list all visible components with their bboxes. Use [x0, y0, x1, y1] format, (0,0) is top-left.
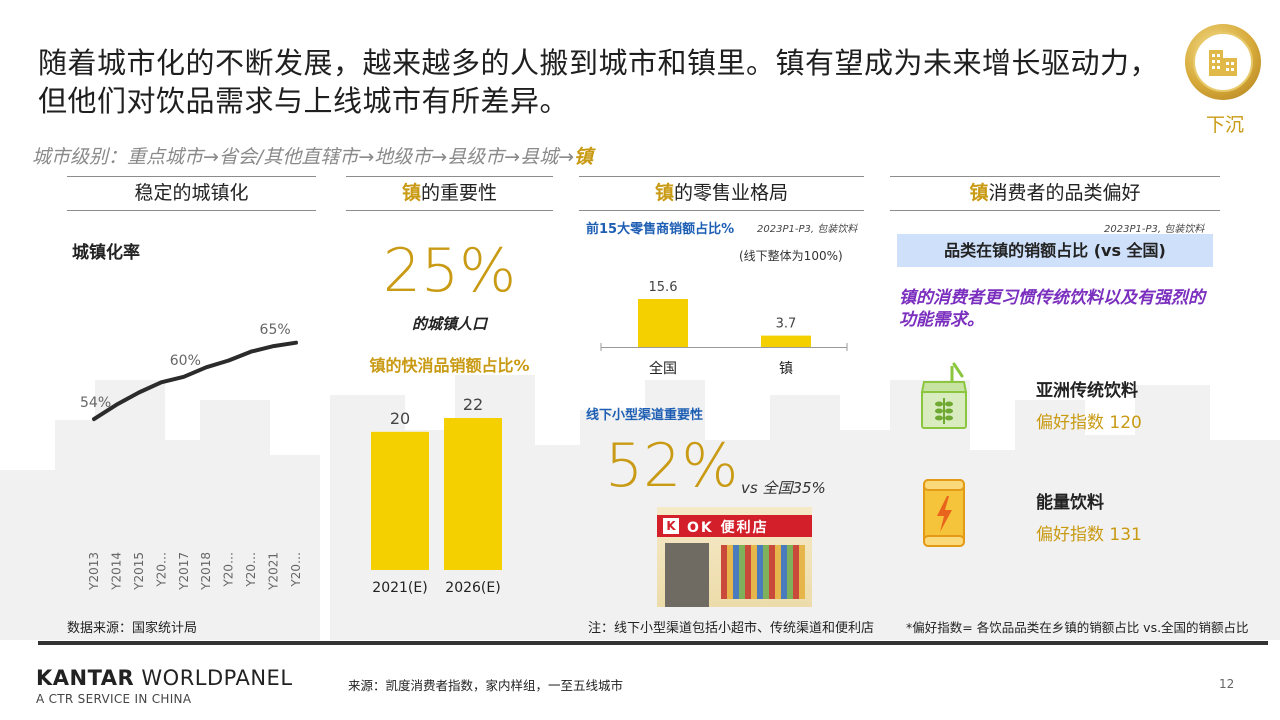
store-shelves — [721, 545, 805, 599]
small-channel-share: 52% — [605, 431, 739, 501]
kantar-logo: KANTAR WORLDPANEL — [36, 666, 293, 690]
urbanization-line-chart: 54% 60% 65% Y2013 Y2014 Y2015 Y20… Y2017 Y2018 Y2… — [80, 322, 303, 591]
fmcg-share-bar — [371, 431, 429, 570]
col2-header-text: 的重要性 — [421, 182, 498, 204]
top15-retailer-title: 前15大零售商销额占比% — [586, 222, 735, 237]
col4-header: 镇消费者的品类偏好 — [890, 176, 1220, 211]
top15-share-value-label: 15.6 — [649, 280, 678, 295]
store-sign-text: OK 便利店 — [687, 520, 769, 536]
headline: 随着城市化的不断发展，越来越多的人搬到城市和镇里。镇有望成为未来增长驱动力，但他… — [38, 46, 1160, 118]
urbanization-x-tick-label: Y2018 — [199, 552, 213, 591]
col4-header-text: 消费者的品类偏好 — [988, 182, 1141, 204]
urbanization-chart-title: 城镇化率 — [72, 243, 140, 263]
badge-label: 下沉 — [1205, 114, 1244, 136]
logo-bold-text: KANTAR — [36, 666, 135, 690]
energy-drink-index: 偏好指数 131 — [1036, 525, 1142, 545]
urbanization-x-tick-label: Y2017 — [177, 552, 191, 591]
asian-traditional-drink-index: 偏好指数 120 — [1036, 413, 1142, 433]
urbanization-series-line — [92, 340, 298, 422]
top15-retailer-bar-chart: 15.6 全国 3.7 镇 — [600, 280, 848, 377]
top15-share-category-label: 全国 — [649, 360, 677, 377]
urbanization-x-tick-label: Y20… — [289, 552, 303, 588]
small-channel-vs-national: vs 全国35% — [741, 479, 826, 497]
fmcg-share-category-label: 2026(E) — [445, 580, 500, 596]
col3-header-highlight: 镇 — [654, 182, 674, 204]
col1-source: 数据来源：国家统计局 — [67, 621, 198, 636]
small-channel-title: 线下小型渠道重要性 — [586, 408, 704, 423]
city-level-highlight: 镇 — [574, 146, 594, 168]
offline-total-note: (线下整体为100%) — [739, 249, 843, 263]
fmcg-share-bar — [444, 418, 502, 570]
col4-header-highlight: 镇 — [969, 182, 989, 204]
urbanization-point-label: 54% — [80, 395, 111, 411]
town-population-share: 25% — [382, 236, 517, 306]
col2-header-highlight: 镇 — [401, 182, 421, 204]
page-number: 12 — [1219, 677, 1235, 691]
town-population-caption: 的城镇人口 — [411, 315, 487, 333]
footer-divider — [38, 641, 1268, 645]
col3-footnote: 注：线下小型渠道包括小超市、传统渠道和便利店 — [588, 621, 875, 636]
sinking-market-badge: 下沉 — [1183, 24, 1267, 136]
store-signboard: K OK 便利店 — [657, 515, 812, 537]
col3-header: 镇的零售业格局 — [579, 176, 864, 211]
store-logo: K — [663, 518, 679, 534]
urbanization-x-tick-label: Y20… — [244, 552, 258, 588]
energy-drink-can-icon — [918, 474, 970, 550]
fmcg-share-value-label: 22 — [463, 395, 483, 414]
urbanization-point-label: 65% — [260, 322, 291, 338]
urbanization-x-tick-label: Y2015 — [132, 552, 146, 591]
top15-share-category-label: 镇 — [779, 361, 793, 377]
urbanization-x-tick-label: Y2014 — [109, 552, 123, 591]
col4-period-note: 2023P1-P3, 包装饮料 — [1104, 224, 1205, 235]
town-consumer-insight: 镇的消费者更习惯传统饮料以及有强烈的功能需求。 — [899, 288, 1205, 330]
urbanization-point-label: 60% — [170, 353, 201, 369]
asian-traditional-drink-name: 亚洲传统饮料 — [1036, 381, 1138, 401]
fmcg-share-value-label: 20 — [390, 409, 410, 428]
top15-share-bar — [638, 299, 688, 347]
urbanization-x-tick-label: Y2021 — [267, 552, 281, 591]
convenience-store-photo: K OK 便利店 — [657, 507, 812, 607]
logo-subtitle: A CTR SERVICE IN CHINA — [36, 692, 192, 706]
energy-drink-name: 能量饮料 — [1036, 493, 1104, 513]
top15-share-bar — [761, 335, 811, 347]
category-share-banner: 品类在镇的销额占比 (vs 全国) — [897, 234, 1213, 267]
col3-header-text: 的零售业格局 — [674, 182, 789, 204]
urbanization-x-tick-label: Y20… — [154, 552, 168, 588]
urbanization-x-tick-label: Y2013 — [87, 552, 101, 591]
building-icon — [1193, 32, 1253, 92]
col1-header: 稳定的城镇化 — [67, 176, 316, 211]
store-door — [665, 543, 709, 607]
fmcg-share-bar-chart: 20 2021(E) 22 2026(E) — [371, 395, 502, 596]
fmcg-share-category-label: 2021(E) — [372, 580, 427, 596]
grain-drink-carton-icon — [918, 362, 970, 430]
footer-source: 来源：凯度消费者指数，家内样组，一至五线城市 — [348, 678, 624, 693]
preference-index-footnote: *偏好指数= 各饮品品类在乡镇的销额占比 vs.全国的销额占比 — [906, 620, 1249, 635]
top15-period-note: 2023P1-P3, 包装饮料 — [757, 224, 858, 235]
top15-share-value-label: 3.7 — [776, 317, 797, 332]
logo-light-text: WORLDPANEL — [134, 666, 293, 690]
city-level-hierarchy: 城市级别：重点城市→省会/其他直辖市→地级市→县级市→县城→镇 — [32, 142, 593, 169]
fmcg-share-title: 镇的快消品销额占比% — [369, 356, 530, 375]
urbanization-x-tick-label: Y20… — [222, 552, 236, 588]
city-level-text: 城市级别：重点城市→省会/其他直辖市→地级市→县级市→县城→ — [32, 146, 575, 168]
col2-header: 镇的重要性 — [346, 176, 553, 211]
